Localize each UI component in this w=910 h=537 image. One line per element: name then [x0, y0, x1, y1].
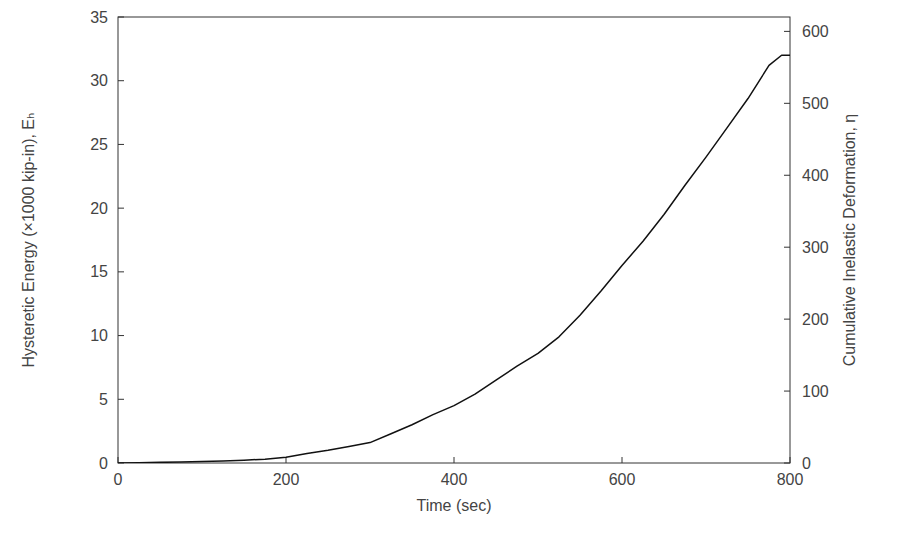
- y-tick-label: 35: [90, 9, 108, 26]
- y2-tick: [784, 175, 790, 176]
- x-tick: [622, 457, 623, 463]
- plot-area: [118, 55, 790, 463]
- x-tick: [118, 457, 119, 463]
- y2-tick: [784, 319, 790, 320]
- y2-tick-label: 0: [802, 455, 811, 472]
- y2-tick-label: 300: [802, 239, 829, 256]
- y-tick: [118, 208, 124, 209]
- y-tick: [118, 271, 124, 272]
- chart: 0200400600800051015202530350100200300400…: [0, 0, 910, 537]
- x-tick-label: 800: [777, 471, 804, 488]
- y-tick: [118, 399, 124, 400]
- y2-tick: [784, 247, 790, 248]
- y2-tick: [784, 391, 790, 392]
- y2-tick-label: 400: [802, 167, 829, 184]
- y2-tick: [784, 463, 790, 464]
- y-tick: [118, 17, 124, 18]
- plot-frame: [118, 17, 790, 463]
- x-axis-title: Time (sec): [417, 497, 492, 514]
- y-tick-label: 20: [90, 200, 108, 217]
- y2-tick-label: 100: [802, 383, 829, 400]
- x-tick-label: 0: [114, 471, 123, 488]
- y-tick: [118, 144, 124, 145]
- y-tick-label: 15: [90, 263, 108, 280]
- y2-tick: [784, 103, 790, 104]
- x-tick-label: 400: [441, 471, 468, 488]
- y-tick-label: 30: [90, 72, 108, 89]
- y2-axis-title: Cumulative Inelastic Deformation, η: [841, 114, 858, 367]
- y2-tick-label: 500: [802, 95, 829, 112]
- y-tick-label: 25: [90, 136, 108, 153]
- y-tick-label: 10: [90, 327, 108, 344]
- y-axis-title: Hysteretic Energy (×1000 kip-in), Eₕ: [20, 112, 37, 367]
- x-tick-label: 600: [609, 471, 636, 488]
- y-tick: [118, 335, 124, 336]
- y2-tick: [784, 31, 790, 32]
- y2-tick-label: 600: [802, 23, 829, 40]
- x-tick-label: 200: [273, 471, 300, 488]
- x-tick: [454, 457, 455, 463]
- y-tick: [118, 80, 124, 81]
- x-tick: [790, 457, 791, 463]
- y-tick-label: 0: [99, 455, 108, 472]
- y-tick-label: 5: [99, 391, 108, 408]
- y2-tick-label: 200: [802, 311, 829, 328]
- series-line: [118, 55, 790, 463]
